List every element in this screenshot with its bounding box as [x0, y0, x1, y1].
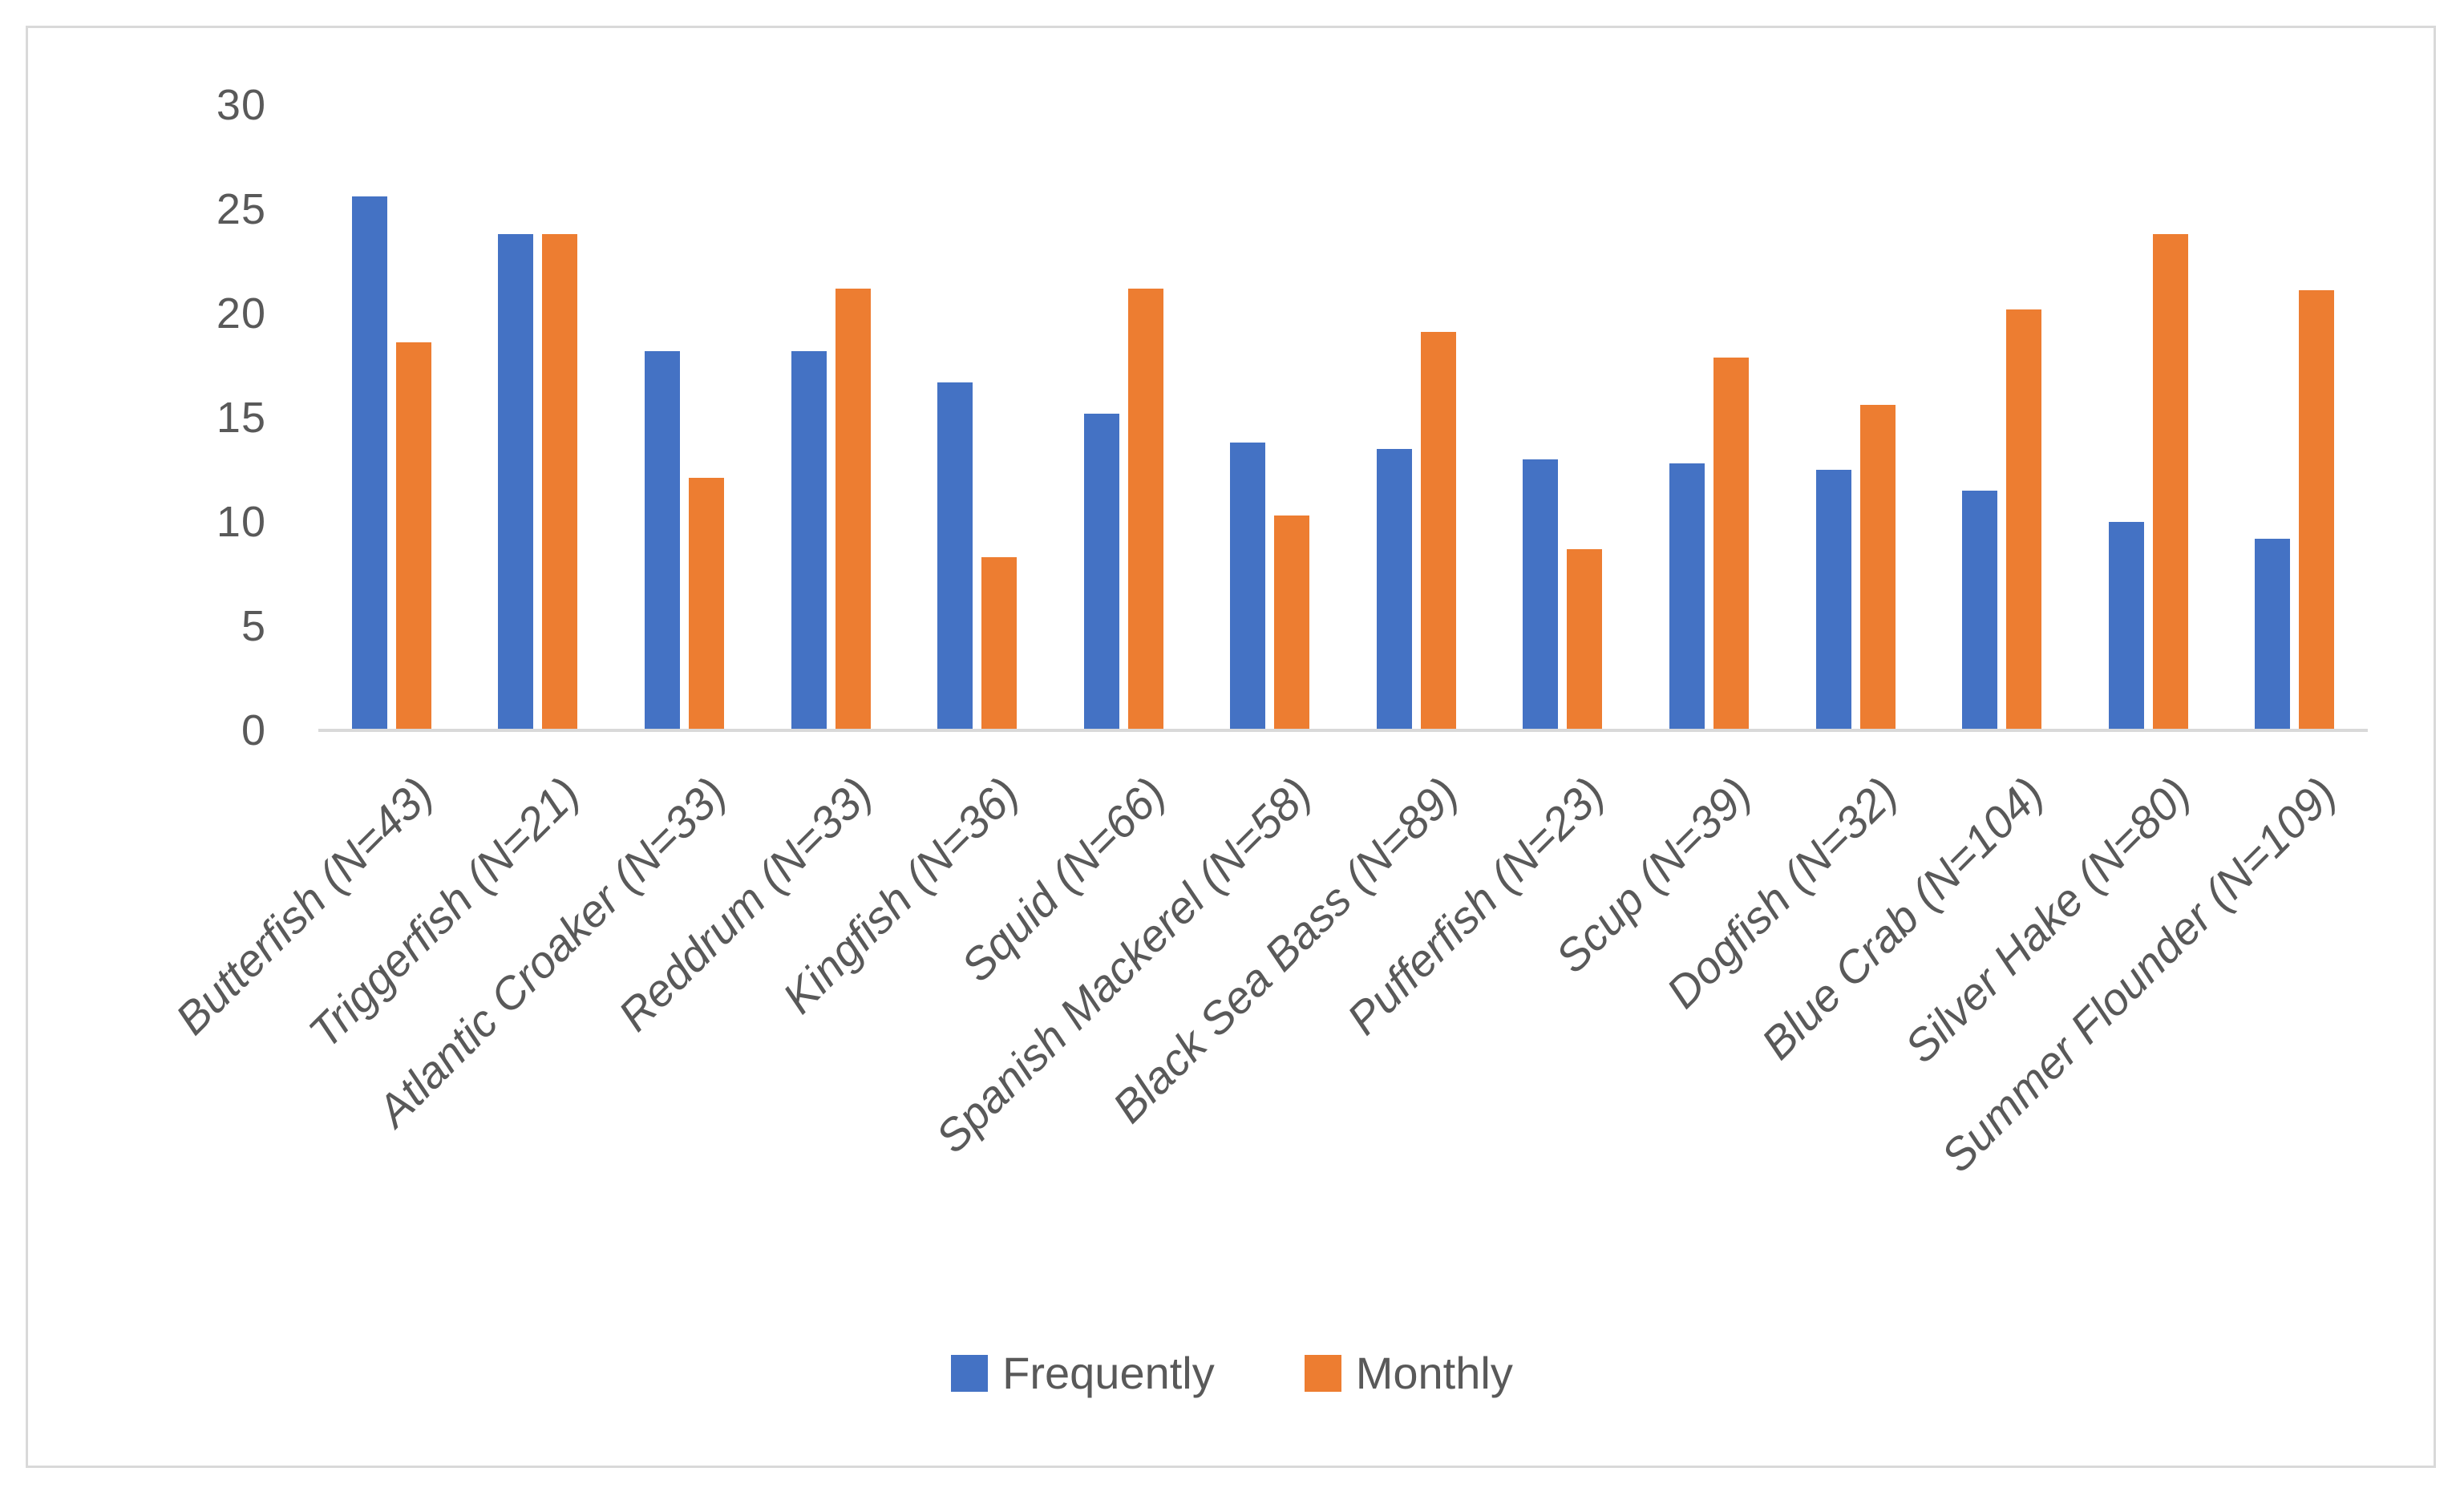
- bar-frequently: [1523, 459, 1559, 730]
- bar-frequently: [1962, 491, 1998, 730]
- bar-monthly: [1127, 288, 1163, 730]
- legend-swatch-monthly: [1304, 1355, 1341, 1392]
- bar-monthly: [1420, 332, 1456, 730]
- y-axis-tick-label: 15: [216, 394, 266, 442]
- legend-item-monthly: Monthly: [1304, 1348, 1513, 1398]
- bar-monthly: [1713, 357, 1749, 730]
- bar-frequently: [1669, 463, 1705, 730]
- bar-monthly: [981, 557, 1018, 730]
- bar-frequently: [644, 350, 680, 730]
- bar-monthly: [2299, 290, 2335, 730]
- legend: Frequently Monthly: [0, 1348, 2464, 1398]
- bar-frequently: [937, 382, 973, 730]
- bar-monthly: [835, 288, 871, 730]
- bar-monthly: [1859, 405, 1896, 730]
- legend-swatch-frequently: [951, 1355, 989, 1392]
- y-axis-tick-label: 0: [241, 706, 266, 754]
- bar-frequently: [351, 196, 387, 730]
- y-axis-tick-label: 25: [216, 185, 266, 233]
- bar-monthly: [1274, 516, 1310, 730]
- bar-monthly: [1567, 548, 1603, 730]
- bar-frequently: [791, 350, 827, 730]
- legend-label-monthly: Monthly: [1355, 1348, 1513, 1398]
- bar-frequently: [1083, 413, 1119, 730]
- category-cluster: [2222, 105, 2369, 730]
- category-cluster: [318, 105, 465, 730]
- category-cluster: [758, 105, 904, 730]
- y-axis-tick-label: 10: [216, 498, 266, 546]
- chart-frame: [26, 26, 2436, 1468]
- category-cluster: [1343, 105, 1490, 730]
- bar-monthly: [2152, 234, 2188, 730]
- category-cluster: [1050, 105, 1197, 730]
- category-cluster: [2075, 105, 2222, 730]
- category-cluster: [611, 105, 758, 730]
- bar-frequently: [1230, 443, 1266, 730]
- legend-item-frequently: Frequently: [951, 1348, 1215, 1398]
- category-cluster: [1928, 105, 2075, 730]
- y-axis-tick-label: 20: [216, 289, 266, 338]
- bar-monthly: [395, 342, 431, 730]
- category-cluster: [1782, 105, 1929, 730]
- category-cluster: [1490, 105, 1637, 730]
- category-cluster: [1636, 105, 1782, 730]
- bar-frequently: [2108, 522, 2144, 730]
- y-axis-tick-label: 5: [241, 602, 266, 650]
- bar-frequently: [1815, 470, 1851, 730]
- bar-frequently: [2255, 538, 2291, 730]
- category-cluster: [465, 105, 612, 730]
- y-axis-tick-label: 30: [216, 81, 266, 129]
- category-cluster: [1196, 105, 1343, 730]
- legend-label-frequently: Frequently: [1002, 1348, 1215, 1398]
- bar-frequently: [498, 234, 534, 730]
- x-axis-line: [318, 729, 2368, 732]
- bar-monthly: [688, 478, 724, 730]
- bar-frequently: [1376, 449, 1412, 730]
- bar-monthly: [2006, 309, 2042, 730]
- plot-area: [318, 105, 2368, 730]
- category-cluster: [904, 105, 1050, 730]
- bar-monthly: [542, 234, 578, 730]
